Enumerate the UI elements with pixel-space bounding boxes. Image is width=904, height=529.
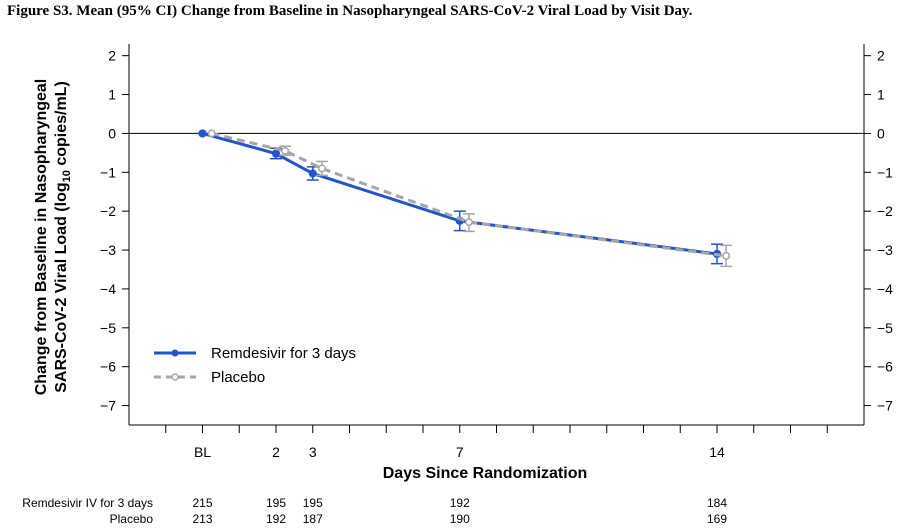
- n-value: 187: [303, 512, 323, 526]
- y-axis-title-line2: SARS-CoV-2 Viral Load (log10 copies/mL): [53, 81, 73, 393]
- y-tick-label-right: −7: [877, 398, 893, 414]
- legend: Remdesivir for 3 days Placebo: [154, 345, 356, 386]
- x-tick-label: 2: [272, 444, 280, 460]
- n-value: 169: [707, 512, 727, 526]
- n-row-label: Remdesivir IV for 3 days: [22, 496, 153, 510]
- y-tick-label-right: 1: [877, 87, 885, 103]
- data-point: [271, 149, 281, 158]
- x-tick-label: 3: [309, 444, 317, 460]
- data-point: [722, 251, 731, 260]
- plot-frame: [128, 44, 865, 426]
- series-placebo: [207, 129, 733, 268]
- y-tick-label-left: −3: [100, 242, 116, 258]
- y-tick-label-left: −5: [100, 320, 116, 336]
- y-tick-label-right: −3: [877, 242, 893, 258]
- y-tick-label-right: −2: [877, 203, 893, 219]
- data-point: [207, 129, 216, 138]
- legend-swatch-marker: [171, 373, 179, 381]
- number-at-risk-table: Remdesivir IV for 3 days 215 195 195 192 184 P…: [22, 496, 727, 526]
- x-tick-label: 14: [709, 444, 725, 460]
- data-point: [281, 146, 290, 155]
- y-tick-label-left: 0: [108, 125, 116, 141]
- y-tick-label-right: −5: [877, 320, 893, 336]
- n-value: 192: [266, 512, 286, 526]
- series-line: [202, 131, 718, 256]
- y-tick-label-left: −7: [100, 398, 116, 414]
- n-value: 213: [192, 512, 212, 526]
- n-row: Placebo 213 192 187 190 169: [110, 512, 728, 526]
- n-value: 195: [266, 496, 286, 510]
- x-tick-label: BL: [194, 444, 211, 460]
- legend-swatch-marker: [171, 349, 179, 357]
- axes: 2 2 1 1 0 0 −1 −1 −2 −2 −3 −3 −4 −4 −5 −5 −6 −6 −7 −7 BL 2 3 7 1…: [100, 48, 893, 460]
- y-axis-title-line1: Change from Baseline in Nasopharyngeal: [33, 79, 50, 396]
- y-tick-label-left: −4: [100, 281, 116, 297]
- n-row: Remdesivir IV for 3 days 215 195 195 192 184: [22, 496, 727, 510]
- y-tick-label-right: −6: [877, 359, 893, 375]
- y-tick-label-left: −6: [100, 359, 116, 375]
- n-value: 195: [303, 496, 323, 510]
- legend-label: Remdesivir for 3 days: [211, 345, 356, 362]
- series-layer: [198, 129, 733, 268]
- y-tick-label-right: −1: [877, 164, 893, 180]
- legend-item: Remdesivir for 3 days: [154, 345, 356, 362]
- data-point: [317, 164, 326, 173]
- data-point: [464, 218, 473, 227]
- x-tick-label: 7: [456, 444, 464, 460]
- n-row-label: Placebo: [110, 512, 154, 526]
- figure-caption: Figure S3. Mean (95% CI) Change from Bas…: [7, 3, 693, 19]
- data-point: [308, 169, 317, 178]
- y-tick-label-right: −4: [877, 281, 893, 297]
- y-tick-label-right: 2: [877, 48, 885, 64]
- n-value: 184: [707, 496, 727, 510]
- y-tick-label-left: 2: [108, 48, 116, 64]
- y-tick-label-right: 0: [877, 125, 885, 141]
- y-tick-label-left: −1: [100, 164, 116, 180]
- y-tick-label-left: −2: [100, 203, 116, 219]
- n-value: 190: [450, 512, 470, 526]
- n-value: 215: [192, 496, 212, 510]
- n-value: 192: [450, 496, 470, 510]
- y-tick-label-left: 1: [108, 87, 116, 103]
- data-point: [198, 129, 207, 138]
- legend-label: Placebo: [211, 369, 265, 386]
- x-axis-title: Days Since Randomization: [383, 465, 588, 482]
- legend-item: Placebo: [154, 369, 265, 386]
